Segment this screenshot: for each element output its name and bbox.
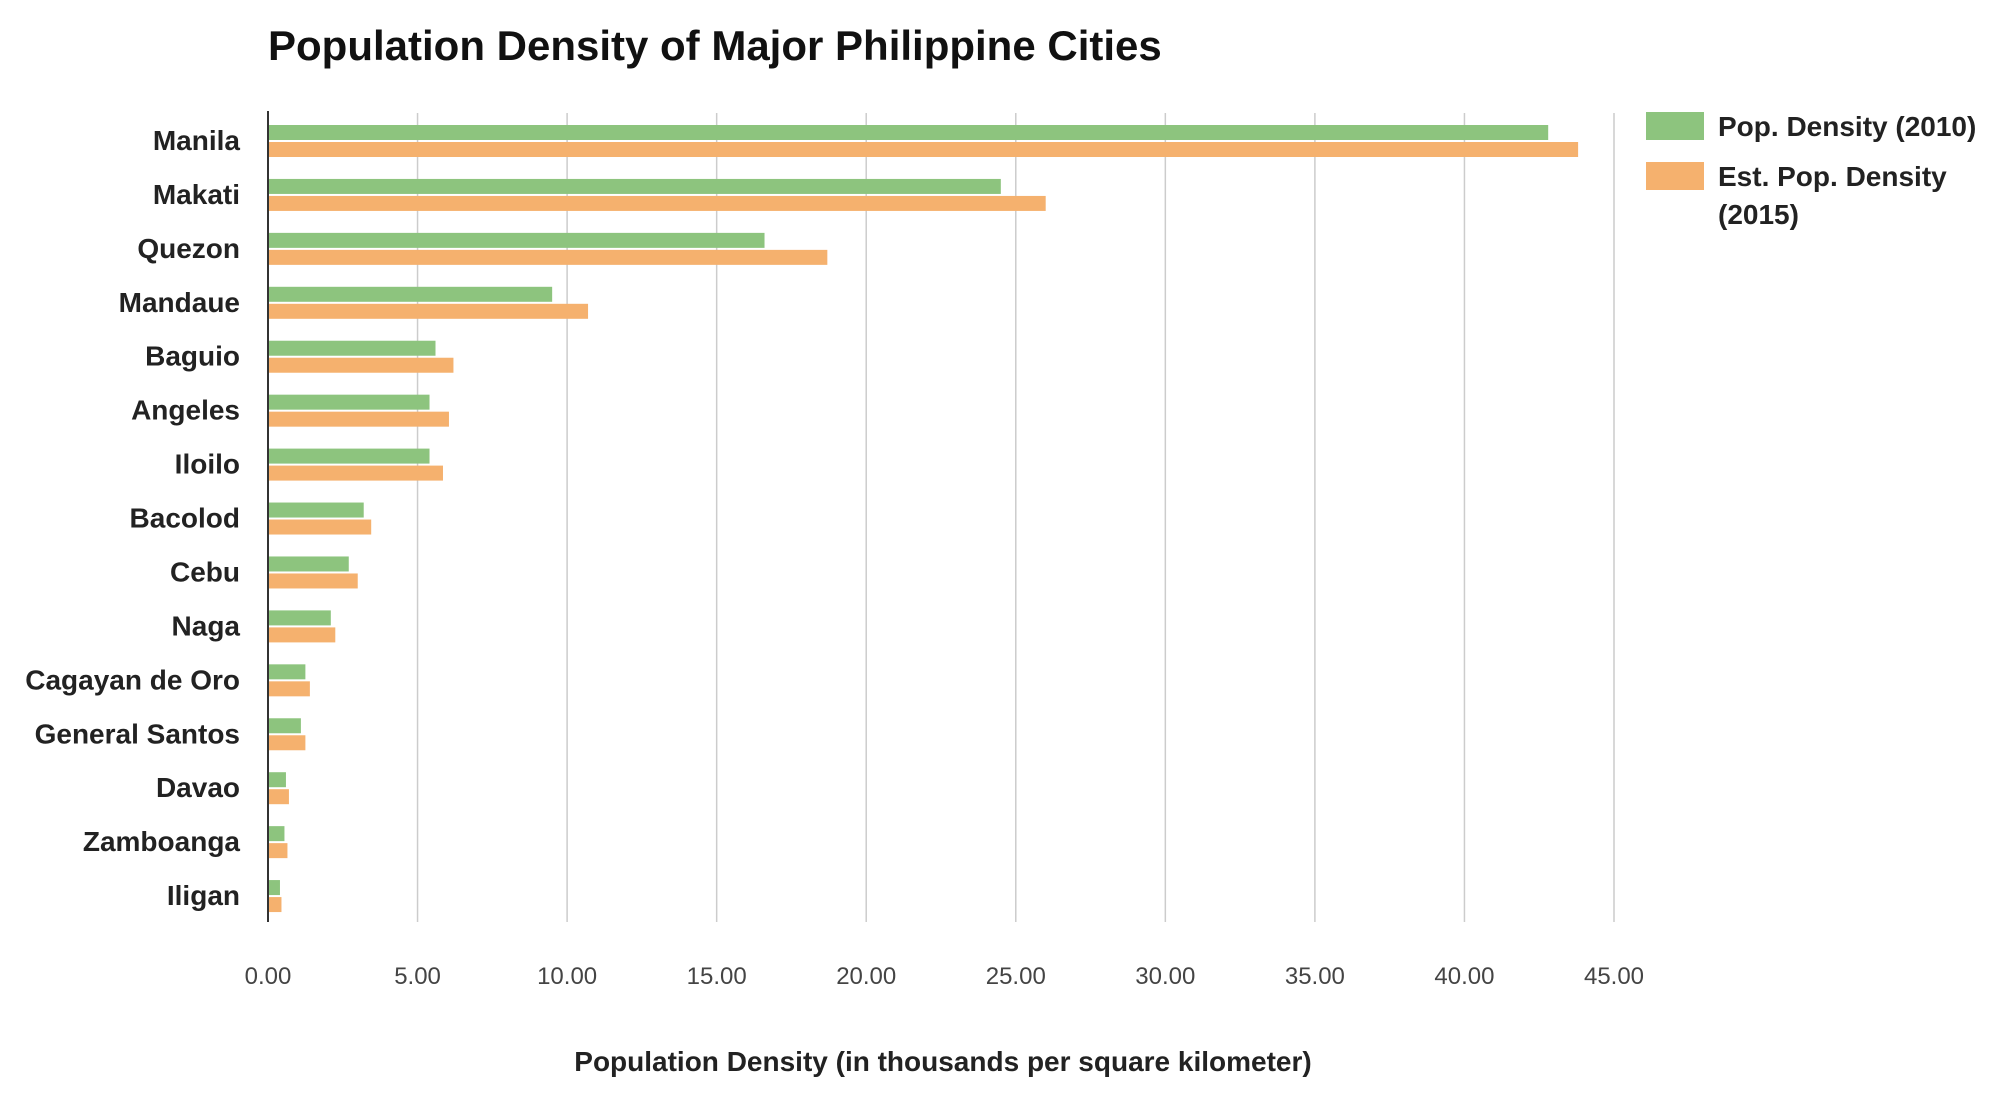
bar-manila-2010 bbox=[268, 125, 1549, 140]
bar-angeles-2010 bbox=[268, 394, 430, 410]
bar-quezon-2010 bbox=[268, 232, 765, 248]
y-tick-label-baguio: Baguio bbox=[145, 341, 240, 372]
y-tick-label-bacolod: Bacolod bbox=[130, 503, 240, 534]
y-tick-label-makati: Makati bbox=[153, 179, 240, 210]
y-tick-label-iligan: Iligan bbox=[167, 880, 240, 911]
x-tick-label-8: 40.00 bbox=[1434, 963, 1494, 990]
x-axis-label: Population Density (in thousands per squ… bbox=[574, 1046, 1312, 1077]
bar-baguio-2010 bbox=[268, 340, 436, 356]
x-tick-label-7: 35.00 bbox=[1285, 963, 1345, 990]
x-tick-label-3: 15.00 bbox=[687, 963, 747, 990]
bar-bacolod-2010 bbox=[268, 502, 364, 518]
y-tick-label-manila: Manila bbox=[153, 125, 241, 156]
x-tick-label-5: 25.00 bbox=[986, 963, 1046, 990]
x-tick-label-4: 20.00 bbox=[836, 963, 896, 990]
legend-swatch-2015 bbox=[1646, 162, 1704, 190]
x-tick-label-2: 10.00 bbox=[537, 963, 597, 990]
chart-title: Population Density of Major Philippine C… bbox=[268, 22, 1162, 69]
y-tick-label-iloilo: Iloilo bbox=[175, 449, 240, 480]
bar-iloilo-2015 bbox=[268, 465, 443, 481]
bar-manila-2015 bbox=[268, 142, 1579, 157]
y-tick-label-cagayan-de-oro: Cagayan de Oro bbox=[25, 664, 240, 695]
y-tick-label-quezon: Quezon bbox=[137, 233, 240, 264]
bar-general-santos-2010 bbox=[268, 718, 301, 734]
bar-cagayan-de-oro-2010 bbox=[268, 664, 306, 680]
bar-zamboanga-2010 bbox=[268, 826, 285, 842]
bar-iligan-2010 bbox=[268, 880, 280, 896]
x-tick-label-0: 0.00 bbox=[245, 963, 292, 990]
bar-makati-2015 bbox=[268, 195, 1046, 211]
x-tick-label-9: 45.00 bbox=[1584, 963, 1644, 990]
y-tick-label-general-santos: General Santos bbox=[35, 718, 240, 749]
bar-general-santos-2015 bbox=[268, 735, 306, 751]
bar-davao-2010 bbox=[268, 772, 286, 788]
bar-naga-2015 bbox=[268, 627, 336, 643]
bar-baguio-2015 bbox=[268, 357, 454, 373]
legend-item-2015: Est. Pop. Density (2015) bbox=[1646, 158, 1986, 234]
bar-mandaue-2010 bbox=[268, 286, 553, 302]
bar-zamboanga-2015 bbox=[268, 843, 288, 859]
bar-makati-2010 bbox=[268, 178, 1001, 194]
legend-item-2010: Pop. Density (2010) bbox=[1646, 108, 1986, 146]
legend-label-2015: Est. Pop. Density (2015) bbox=[1718, 161, 1947, 230]
bar-bacolod-2015 bbox=[268, 519, 372, 535]
x-tick-label-6: 30.00 bbox=[1135, 963, 1195, 990]
x-tick-label-1: 5.00 bbox=[394, 963, 441, 990]
y-tick-label-angeles: Angeles bbox=[131, 395, 240, 426]
y-tick-label-naga: Naga bbox=[172, 610, 241, 641]
bar-davao-2015 bbox=[268, 789, 289, 805]
bar-angeles-2015 bbox=[268, 411, 449, 427]
bar-cagayan-de-oro-2015 bbox=[268, 681, 310, 697]
y-tick-label-cebu: Cebu bbox=[170, 556, 240, 587]
bar-mandaue-2015 bbox=[268, 303, 589, 319]
bar-iligan-2015 bbox=[268, 897, 282, 913]
y-tick-label-davao: Davao bbox=[156, 772, 240, 803]
bar-quezon-2015 bbox=[268, 249, 828, 265]
bar-iloilo-2010 bbox=[268, 448, 430, 464]
bar-cebu-2010 bbox=[268, 556, 349, 572]
legend-label-2010: Pop. Density (2010) bbox=[1718, 111, 1977, 142]
y-tick-label-mandaue: Mandaue bbox=[119, 287, 240, 318]
bar-naga-2010 bbox=[268, 610, 331, 626]
bar-cebu-2015 bbox=[268, 573, 358, 589]
tick-labels: 0.00 5.00 10.00 15.00 20.00 25.00 30.00 35.00 40… bbox=[25, 125, 1644, 990]
bars bbox=[268, 125, 1579, 913]
legend-swatch-2010 bbox=[1646, 112, 1704, 140]
y-tick-label-zamboanga: Zamboanga bbox=[83, 826, 241, 857]
legend: Pop. Density (2010) Est. Pop. Density (2… bbox=[1646, 108, 1986, 246]
